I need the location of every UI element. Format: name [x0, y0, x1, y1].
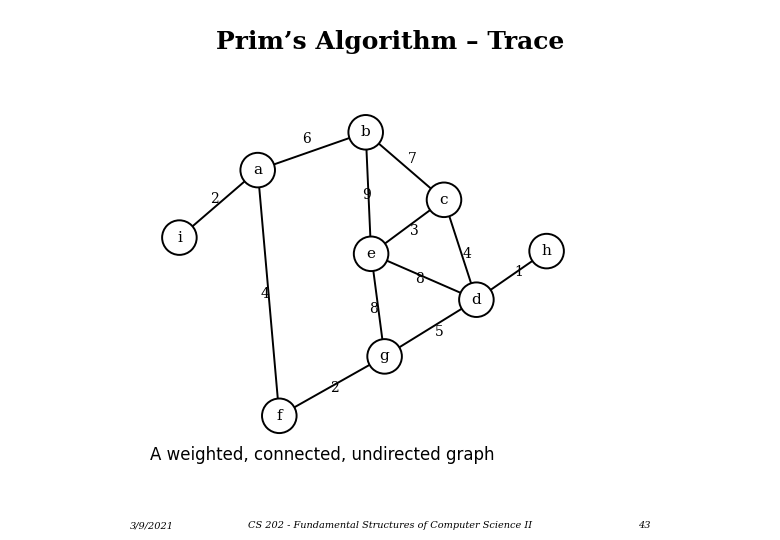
Text: 1: 1	[514, 265, 523, 279]
Text: h: h	[541, 244, 551, 258]
Text: c: c	[440, 193, 448, 207]
Text: 7: 7	[408, 152, 417, 166]
Text: 6: 6	[302, 132, 310, 146]
Circle shape	[459, 282, 494, 317]
Text: Prim’s Algorithm – Trace: Prim’s Algorithm – Trace	[216, 30, 564, 53]
Text: e: e	[367, 247, 376, 261]
Circle shape	[240, 153, 275, 187]
Text: 2: 2	[210, 192, 219, 206]
Circle shape	[367, 339, 402, 374]
Text: 4: 4	[463, 247, 471, 261]
Circle shape	[349, 115, 383, 150]
Text: 3: 3	[410, 224, 419, 238]
Circle shape	[427, 183, 461, 217]
Text: A weighted, connected, undirected graph: A weighted, connected, undirected graph	[150, 446, 495, 463]
Text: 4: 4	[261, 287, 269, 301]
Text: 43: 43	[638, 521, 651, 530]
Text: 3/9/2021: 3/9/2021	[129, 521, 174, 530]
Text: 9: 9	[362, 188, 370, 202]
Text: f: f	[276, 409, 282, 423]
Text: 8: 8	[370, 302, 378, 316]
Text: b: b	[361, 125, 370, 139]
Circle shape	[354, 237, 388, 271]
Text: d: d	[472, 293, 481, 307]
Text: a: a	[254, 163, 262, 177]
Circle shape	[262, 399, 296, 433]
Text: 8: 8	[415, 272, 424, 286]
Circle shape	[162, 220, 197, 255]
Text: 5: 5	[434, 325, 444, 339]
Text: i: i	[177, 231, 182, 245]
Text: g: g	[380, 349, 389, 363]
Circle shape	[530, 234, 564, 268]
Text: 2: 2	[330, 381, 339, 395]
Text: CS 202 - Fundamental Structures of Computer Science II: CS 202 - Fundamental Structures of Compu…	[248, 521, 532, 530]
